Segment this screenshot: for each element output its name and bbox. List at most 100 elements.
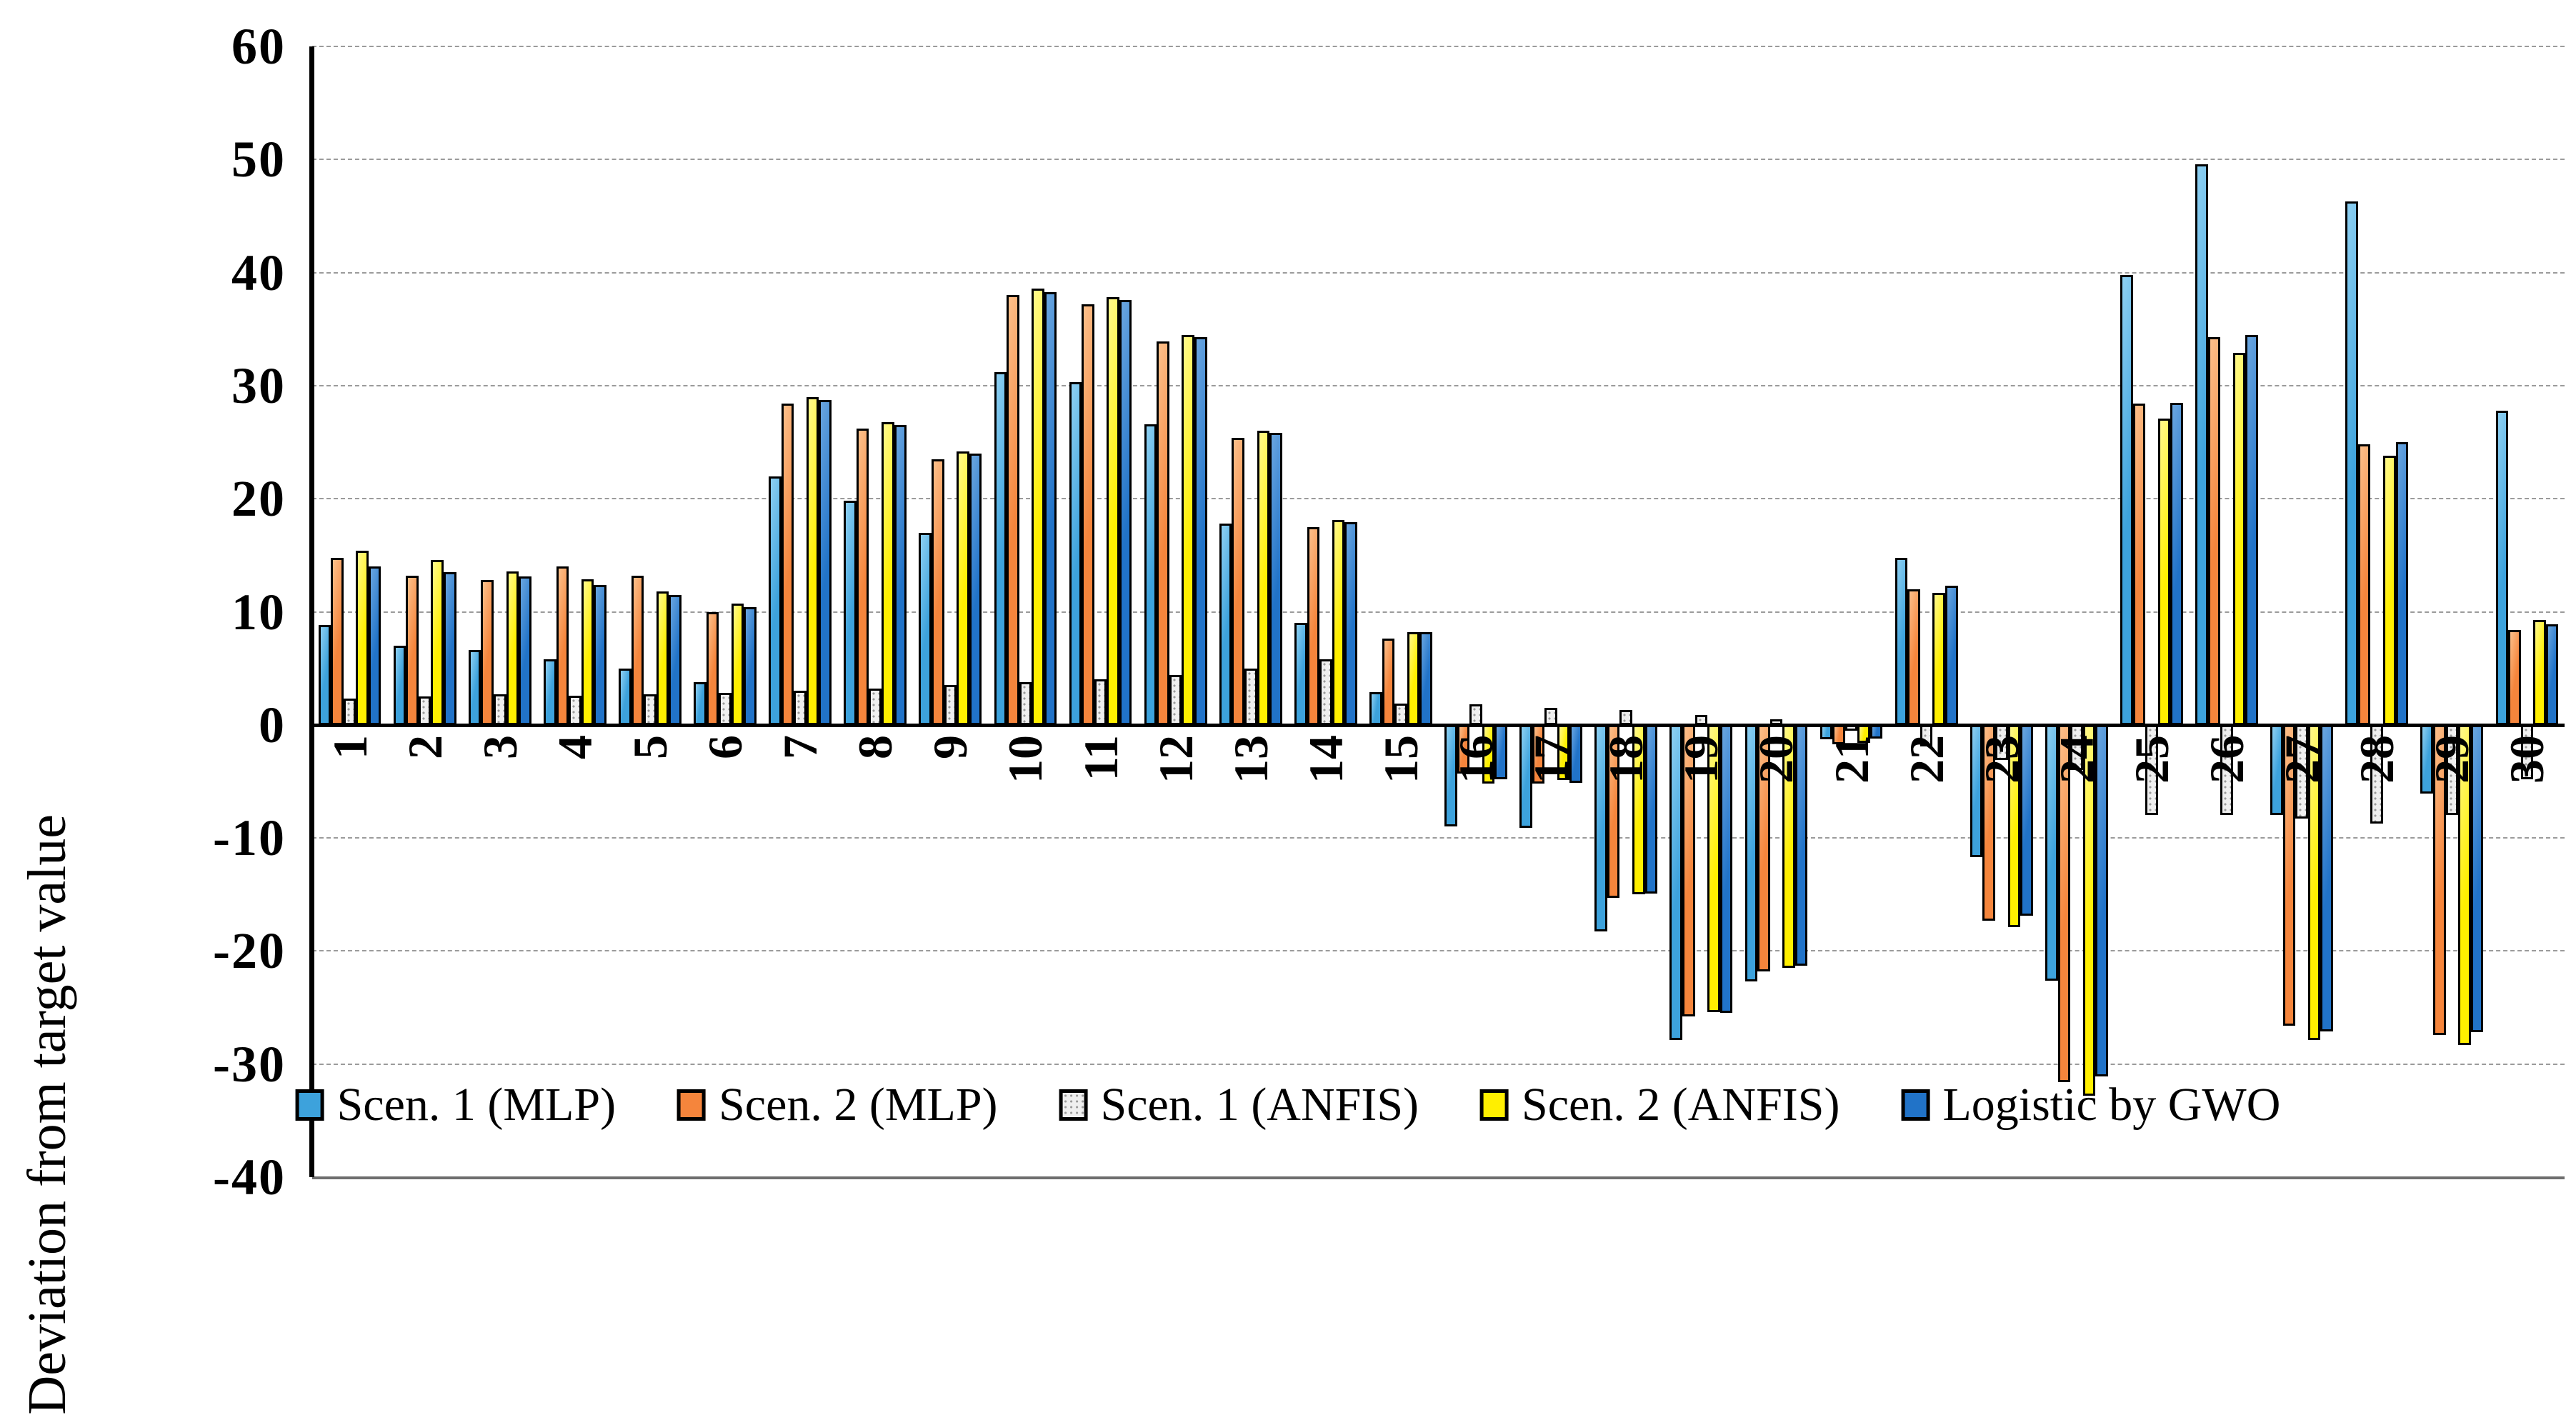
bar-scen-2-anfis--cat21 — [1857, 724, 1870, 744]
y-tick-label-10: 10 — [231, 583, 286, 641]
bar-scen-2-mlp--cat24 — [2057, 724, 2071, 1083]
x-tick-label-29: 29 — [2425, 734, 2480, 784]
legend-item-scen-1-anfis-: Scen. 1 (ANFIS) — [1059, 1080, 1419, 1130]
bar-logistic-by-gwo-cat1 — [368, 566, 381, 725]
bar-scen-2-anfis--cat26 — [2232, 352, 2246, 725]
bar-scen-1-anfis--cat27 — [2295, 724, 2308, 819]
bar-scen-2-anfis--cat17 — [1557, 724, 1570, 781]
bar-scen-1-mlp--cat30 — [2495, 410, 2509, 725]
bar-scen-2-mlp--cat2 — [406, 575, 419, 725]
bar-logistic-by-gwo-cat20 — [1794, 724, 1808, 966]
bar-scen-1-anfis--cat28 — [2370, 724, 2384, 824]
bar-scen-1-anfis--cat7 — [794, 691, 807, 725]
bar-scen-2-mlp--cat5 — [631, 575, 644, 725]
bar-logistic-by-gwo-cat16 — [1494, 724, 1507, 779]
bar-scen-1-mlp--cat21 — [1819, 724, 1833, 740]
y-tick-label--10: -10 — [213, 809, 286, 867]
bar-logistic-by-gwo-cat13 — [1269, 433, 1282, 725]
bar-logistic-by-gwo-cat26 — [2245, 334, 2258, 725]
bar-scen-2-anfis--cat7 — [806, 396, 819, 725]
bar-scen-1-mlp--cat9 — [919, 532, 932, 725]
bar-scen-2-anfis--cat3 — [506, 571, 519, 725]
bar-logistic-by-gwo-cat11 — [1119, 299, 1132, 725]
bar-scen-2-mlp--cat29 — [2433, 724, 2446, 1035]
x-tick-label-22: 22 — [1899, 734, 1954, 784]
x-tick-label-5: 5 — [622, 734, 677, 759]
x-tick-label-10: 10 — [998, 734, 1053, 784]
y-tick-label-40: 40 — [231, 244, 286, 301]
legend-label: Logistic by GWO — [1942, 1079, 2281, 1131]
bar-scen-1-mlp--cat23 — [1970, 724, 1983, 857]
bar-scen-1-mlp--cat15 — [1369, 691, 1382, 725]
bar-scen-2-mlp--cat4 — [556, 566, 569, 725]
bar-scen-1-mlp--cat4 — [543, 659, 556, 725]
bar-scen-1-anfis--cat10 — [1019, 681, 1032, 725]
bar-scen-1-anfis--cat24 — [2070, 724, 2083, 771]
bar-scen-1-anfis--cat15 — [1394, 703, 1407, 725]
bar-scen-2-mlp--cat11 — [1082, 304, 1094, 725]
legend-swatch-icon — [1480, 1089, 1509, 1121]
bar-scen-1-anfis--cat29 — [2445, 724, 2459, 816]
x-tick-label-14: 14 — [1298, 734, 1353, 784]
x-tick-label-18: 18 — [1599, 734, 1654, 784]
bar-scen-2-anfis--cat18 — [1632, 724, 1645, 895]
bar-logistic-by-gwo-cat3 — [519, 576, 531, 725]
x-tick-label-24: 24 — [2049, 734, 2104, 784]
bar-scen-2-anfis--cat6 — [731, 604, 744, 725]
bar-scen-2-anfis--cat11 — [1107, 297, 1119, 725]
y-tick-label-0: 0 — [259, 696, 286, 754]
bar-logistic-by-gwo-cat27 — [2320, 724, 2334, 1031]
bar-logistic-by-gwo-cat7 — [819, 400, 832, 725]
bar-scen-1-anfis--cat14 — [1319, 659, 1332, 725]
x-tick-label-1: 1 — [322, 734, 377, 759]
legend-swatch-icon — [295, 1089, 324, 1121]
gridline-y--20 — [312, 950, 2565, 952]
bar-logistic-by-gwo-cat14 — [1344, 522, 1357, 725]
bar-scen-1-mlp--cat26 — [2195, 164, 2208, 725]
bar-logistic-by-gwo-cat5 — [669, 594, 682, 725]
legend-label: Scen. 2 (ANFIS) — [1522, 1079, 1840, 1131]
bar-scen-1-anfis--cat6 — [719, 693, 732, 725]
bar-scen-1-anfis--cat26 — [2220, 724, 2233, 816]
bar-scen-1-mlp--cat5 — [619, 668, 631, 725]
bar-logistic-by-gwo-cat15 — [1419, 631, 1432, 725]
x-tick-label-9: 9 — [923, 734, 978, 759]
bar-scen-1-mlp--cat17 — [1519, 724, 1532, 828]
legend-label: Scen. 1 (ANFIS) — [1100, 1079, 1419, 1131]
bar-scen-1-mlp--cat18 — [1594, 724, 1607, 932]
bar-logistic-by-gwo-cat25 — [2170, 402, 2183, 725]
bar-scen-1-anfis--cat8 — [869, 689, 882, 725]
bar-scen-2-anfis--cat10 — [1032, 288, 1044, 725]
bar-scen-1-mlp--cat28 — [2345, 201, 2358, 725]
x-tick-label-7: 7 — [773, 734, 828, 759]
y-tick-label--30: -30 — [213, 1035, 286, 1093]
gridline-y-10 — [312, 611, 2565, 613]
y-tick-label--20: -20 — [213, 922, 286, 980]
bar-scen-1-anfis--cat13 — [1244, 668, 1257, 725]
y-tick-label-30: 30 — [231, 356, 286, 414]
x-tick-label-30: 30 — [2500, 734, 2555, 784]
bar-scen-2-mlp--cat13 — [1232, 437, 1244, 725]
x-tick-label-26: 26 — [2200, 734, 2255, 784]
x-tick-label-25: 25 — [2124, 734, 2179, 784]
bar-scen-2-anfis--cat30 — [2533, 619, 2546, 725]
bar-scen-2-anfis--cat28 — [2383, 456, 2396, 725]
gridline-y-30 — [312, 384, 2565, 386]
bar-scen-2-mlp--cat8 — [856, 429, 869, 725]
bar-scen-2-mlp--cat9 — [932, 459, 944, 725]
x-tick-label-15: 15 — [1373, 734, 1428, 784]
x-tick-label-17: 17 — [1524, 734, 1579, 784]
x-tick-label-20: 20 — [1749, 734, 1804, 784]
bar-logistic-by-gwo-cat22 — [1945, 586, 1958, 725]
legend-item-scen-2-anfis-: Scen. 2 (ANFIS) — [1480, 1080, 1839, 1130]
bar-scen-1-anfis--cat5 — [644, 694, 657, 725]
bar-scen-2-mlp--cat23 — [1982, 724, 1995, 921]
bar-scen-2-anfis--cat22 — [1932, 592, 1945, 725]
x-tick-label-27: 27 — [2275, 734, 2330, 784]
x-tick-label-16: 16 — [1449, 734, 1504, 784]
x-tick-label-28: 28 — [2350, 734, 2405, 784]
bar-scen-2-anfis--cat1 — [356, 551, 369, 725]
bar-scen-1-anfis--cat9 — [944, 685, 957, 725]
bar-scen-2-mlp--cat14 — [1307, 526, 1320, 725]
bar-scen-1-anfis--cat4 — [569, 695, 581, 725]
